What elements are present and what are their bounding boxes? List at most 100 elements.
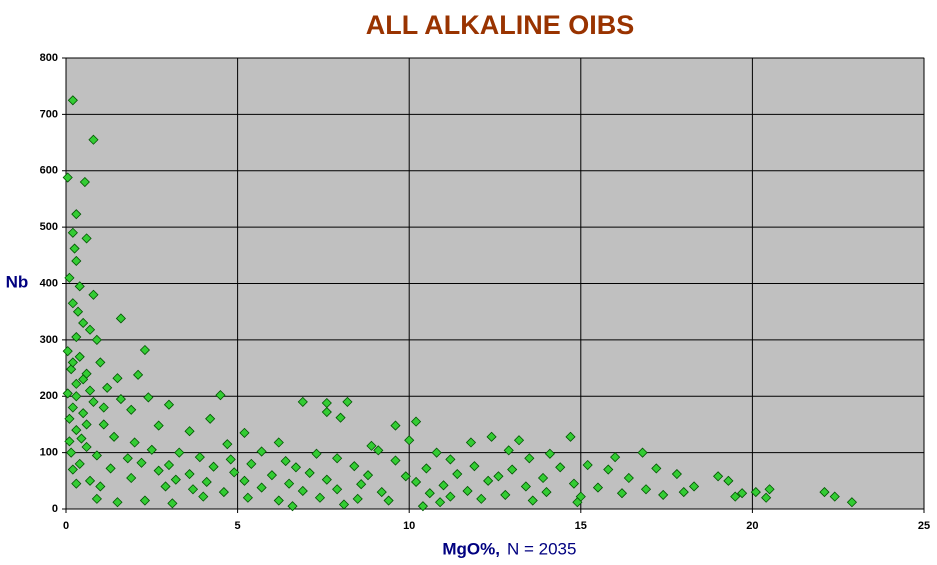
point xyxy=(222,439,233,450)
point xyxy=(239,475,250,486)
point xyxy=(273,495,284,506)
point xyxy=(78,408,89,419)
point xyxy=(115,394,126,405)
point xyxy=(524,453,535,464)
point xyxy=(126,472,137,484)
point xyxy=(592,482,604,493)
point xyxy=(256,482,267,493)
point xyxy=(304,467,315,478)
point xyxy=(356,479,367,490)
point xyxy=(761,492,772,503)
point xyxy=(81,233,92,244)
point xyxy=(527,495,538,506)
point xyxy=(71,378,82,389)
x-tick-label: 10 xyxy=(403,520,415,532)
point xyxy=(239,427,250,438)
point xyxy=(342,396,353,407)
point xyxy=(198,491,209,502)
point xyxy=(544,448,555,459)
point xyxy=(431,447,442,458)
point xyxy=(71,425,82,436)
point xyxy=(658,489,669,500)
point xyxy=(81,441,92,453)
point xyxy=(71,331,82,343)
point xyxy=(400,471,411,482)
point xyxy=(424,488,435,499)
point xyxy=(129,437,140,448)
annotation: N = 2035 xyxy=(507,539,576,558)
point xyxy=(143,392,154,403)
point xyxy=(290,462,302,473)
point xyxy=(349,461,360,472)
point xyxy=(410,416,422,427)
point xyxy=(133,369,144,380)
point xyxy=(62,172,73,183)
point xyxy=(112,497,123,508)
point xyxy=(67,298,78,309)
point xyxy=(421,463,432,474)
point xyxy=(404,435,415,446)
x-tick-label: 25 xyxy=(918,520,930,532)
point xyxy=(98,419,109,430)
y-tick-label: 200 xyxy=(40,390,58,402)
point xyxy=(280,456,291,467)
point xyxy=(637,447,648,458)
y-tick-label: 400 xyxy=(40,277,58,289)
x-tick-label: 20 xyxy=(746,520,758,532)
point xyxy=(572,497,583,508)
point xyxy=(218,487,229,498)
point xyxy=(507,464,518,475)
point xyxy=(332,453,343,464)
point xyxy=(64,413,75,424)
x-tick-label: 0 xyxy=(63,520,69,532)
point xyxy=(476,493,487,504)
point xyxy=(486,431,497,442)
point xyxy=(208,461,219,472)
point xyxy=(846,497,857,508)
point xyxy=(71,391,82,402)
point xyxy=(565,431,576,442)
y-axis-label: Nb xyxy=(6,272,29,291)
point xyxy=(78,374,89,385)
point xyxy=(750,487,761,498)
point xyxy=(678,487,689,498)
point xyxy=(616,488,628,499)
point xyxy=(568,478,580,489)
point xyxy=(88,134,99,145)
x-tick-label: 15 xyxy=(575,520,587,532)
point xyxy=(139,495,151,506)
point xyxy=(184,468,195,480)
point xyxy=(72,306,84,317)
point xyxy=(91,450,102,461)
point xyxy=(764,484,775,495)
point xyxy=(146,444,157,455)
y-tick-label: 500 xyxy=(40,221,58,233)
point xyxy=(91,334,102,345)
point xyxy=(67,357,78,368)
point xyxy=(671,468,682,480)
point xyxy=(91,493,102,504)
point xyxy=(67,464,78,475)
point xyxy=(284,478,295,489)
point xyxy=(555,462,566,473)
point xyxy=(688,481,700,492)
point xyxy=(603,464,614,475)
point xyxy=(81,419,92,430)
point xyxy=(513,435,525,446)
point xyxy=(88,396,99,407)
point xyxy=(98,402,109,413)
x-tick-label: 5 xyxy=(235,520,241,532)
point xyxy=(187,484,199,495)
point xyxy=(352,493,363,504)
point xyxy=(335,412,346,423)
point xyxy=(321,406,332,418)
point xyxy=(88,289,99,300)
point xyxy=(462,485,473,497)
point xyxy=(126,404,137,415)
point xyxy=(71,255,82,267)
point xyxy=(122,453,133,464)
point xyxy=(78,317,89,329)
point xyxy=(184,426,195,437)
point xyxy=(445,491,456,502)
